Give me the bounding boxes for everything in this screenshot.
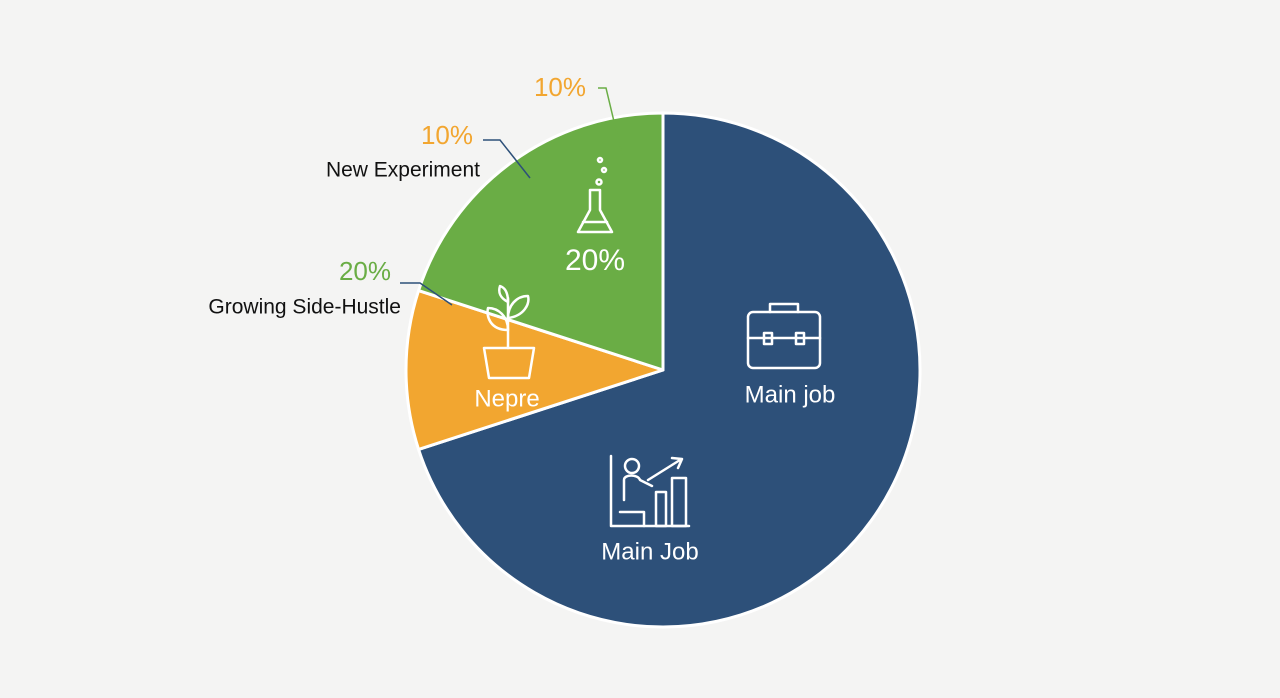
plant-icon (482, 284, 536, 380)
value-label: 20% (565, 244, 625, 277)
value-label: 10% (421, 120, 473, 150)
pie-slice (417, 111, 922, 629)
leader-line (400, 282, 453, 306)
flask-icon (576, 156, 614, 234)
annotation: 20% (339, 256, 391, 286)
pie-slice (404, 289, 665, 451)
annotation: 10% (534, 72, 586, 102)
annotation: Main Job (601, 538, 698, 565)
leader-line (483, 139, 531, 179)
slice-label: Main job (745, 381, 836, 408)
annotation: Growing Side-Hustle (208, 296, 401, 319)
pie-slice (417, 111, 665, 372)
slice-label: New Experiment (326, 159, 480, 182)
growth-icon (609, 454, 691, 528)
leader-lines (400, 87, 623, 306)
slices (404, 111, 922, 629)
icons (482, 156, 822, 528)
briefcase-icon (746, 302, 822, 370)
annotation: Nepre (474, 385, 539, 412)
labels: Main job New Experiment 10% 20% 10% 20% Growin… (208, 72, 835, 565)
leader-line (598, 87, 623, 156)
